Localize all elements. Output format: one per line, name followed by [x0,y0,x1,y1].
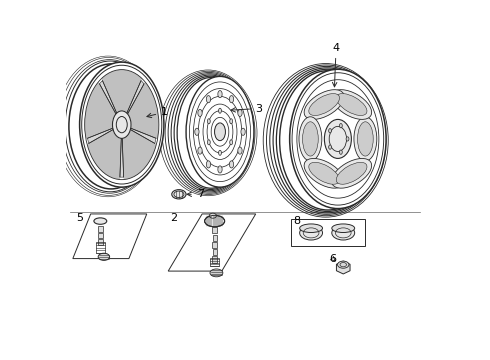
Bar [213,235,217,241]
Ellipse shape [198,109,202,117]
Polygon shape [337,261,350,274]
Ellipse shape [336,162,367,184]
Ellipse shape [300,224,322,233]
Ellipse shape [215,123,225,141]
Ellipse shape [290,69,386,208]
Polygon shape [128,82,159,139]
Ellipse shape [219,150,221,155]
Text: 4: 4 [332,43,340,87]
Ellipse shape [309,162,340,184]
Ellipse shape [210,269,223,277]
Polygon shape [131,129,156,143]
Ellipse shape [218,91,222,98]
Ellipse shape [230,119,233,124]
Polygon shape [87,130,121,180]
Ellipse shape [238,147,242,154]
Ellipse shape [346,137,349,141]
Ellipse shape [358,122,373,156]
Ellipse shape [229,161,234,168]
Text: 3: 3 [231,104,262,113]
Ellipse shape [336,94,367,116]
Ellipse shape [238,109,242,117]
Polygon shape [73,214,147,258]
Ellipse shape [329,145,332,149]
Polygon shape [122,130,156,180]
Ellipse shape [113,111,131,138]
Ellipse shape [186,76,254,187]
Ellipse shape [299,117,322,161]
Ellipse shape [229,96,234,103]
Ellipse shape [195,128,199,135]
Ellipse shape [218,166,222,173]
Ellipse shape [332,158,371,188]
Ellipse shape [79,62,164,187]
Ellipse shape [324,120,351,158]
Bar [292,219,365,246]
Bar [212,242,217,248]
Polygon shape [88,129,113,143]
Ellipse shape [340,150,343,154]
Ellipse shape [332,90,371,120]
Polygon shape [168,214,256,271]
Bar [213,249,217,255]
Ellipse shape [206,96,211,103]
Text: 7: 7 [187,189,204,199]
Polygon shape [127,81,144,113]
Text: 8: 8 [293,216,300,226]
Ellipse shape [304,90,344,120]
Bar [212,256,217,262]
Ellipse shape [309,94,340,116]
Bar [210,258,220,266]
Ellipse shape [354,117,377,161]
Ellipse shape [172,190,186,199]
Text: 5: 5 [76,212,83,222]
Polygon shape [120,139,123,177]
Ellipse shape [340,123,343,128]
Bar [96,242,104,252]
Ellipse shape [207,119,210,124]
Polygon shape [85,82,116,139]
Text: 6: 6 [329,253,336,264]
Ellipse shape [241,128,245,135]
Ellipse shape [198,147,202,154]
Bar [98,226,103,232]
Ellipse shape [332,226,355,240]
Bar [98,233,103,238]
Polygon shape [99,81,117,113]
Ellipse shape [304,158,344,188]
Ellipse shape [94,218,107,224]
Polygon shape [101,70,142,113]
Text: 2: 2 [170,212,177,222]
Ellipse shape [206,161,211,168]
Ellipse shape [329,129,332,133]
Ellipse shape [207,140,210,145]
Ellipse shape [219,108,221,113]
Ellipse shape [209,213,217,218]
Bar [212,227,217,233]
Ellipse shape [338,261,349,268]
Ellipse shape [230,140,233,145]
Ellipse shape [205,215,224,227]
Ellipse shape [332,224,355,233]
Text: 1: 1 [147,107,168,118]
Ellipse shape [98,253,110,260]
Ellipse shape [300,226,322,240]
Ellipse shape [302,122,318,156]
Bar [98,239,102,245]
